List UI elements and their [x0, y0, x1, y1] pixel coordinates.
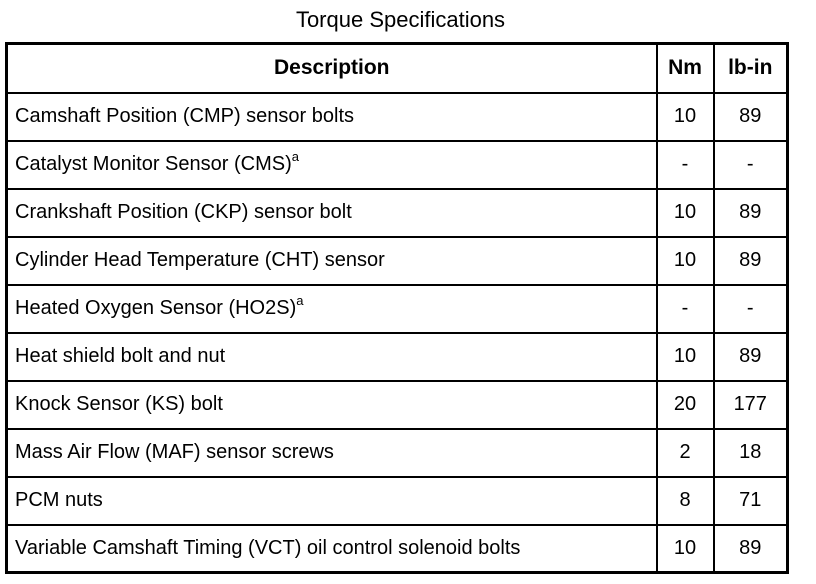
- description-text: PCM nuts: [15, 489, 103, 511]
- column-header-description: Description: [5, 42, 658, 94]
- footnote-marker: a: [296, 293, 304, 309]
- lb-in-value-cell: 71: [712, 475, 789, 526]
- nm-value-cell: -: [655, 139, 715, 190]
- nm-value-cell: 20: [655, 379, 715, 430]
- table-row: Mass Air Flow (MAF) sensor screws 2 18: [5, 427, 789, 478]
- nm-value-cell: -: [655, 283, 715, 334]
- table-row: Knock Sensor (KS) bolt 20 177: [5, 379, 789, 430]
- description-cell: Heated Oxygen Sensor (HO2S)a: [5, 283, 658, 334]
- footnote-marker: a: [291, 149, 299, 165]
- nm-value-cell: 10: [655, 187, 715, 238]
- nm-value-cell: 10: [655, 235, 715, 286]
- description-cell: Cylinder Head Temperature (CHT) sensor: [5, 235, 658, 286]
- description-text: Knock Sensor (KS) bolt: [15, 393, 223, 415]
- lb-in-value-cell: 89: [712, 187, 789, 238]
- nm-value-cell: 10: [655, 523, 715, 574]
- lb-in-value-cell: 18: [712, 427, 789, 478]
- description-text: Camshaft Position (CMP) sensor bolts: [15, 105, 355, 127]
- description-cell: Crankshaft Position (CKP) sensor bolt: [5, 187, 658, 238]
- lb-in-value-cell: 89: [712, 523, 789, 574]
- description-cell: Knock Sensor (KS) bolt: [5, 379, 658, 430]
- nm-value-cell: 2: [655, 427, 715, 478]
- description-cell: PCM nuts: [5, 475, 658, 526]
- table-row: Crankshaft Position (CKP) sensor bolt 10 8…: [5, 187, 789, 238]
- description-cell: Variable Camshaft Timing (VCT) oil contr…: [5, 523, 658, 574]
- description-text: Heated Oxygen Sensor (HO2S): [15, 297, 297, 319]
- table-header-row: Description Nm lb-in: [5, 42, 789, 94]
- description-cell: Heat shield bolt and nut: [5, 331, 658, 382]
- nm-value-cell: 10: [655, 91, 715, 142]
- description-text: Cylinder Head Temperature (CHT) sensor: [15, 249, 385, 271]
- torque-specifications-table: Description Nm lb-in Camshaft Position (…: [5, 42, 789, 574]
- description-text: Variable Camshaft Timing (VCT) oil contr…: [15, 536, 521, 559]
- description-cell: Mass Air Flow (MAF) sensor screws: [5, 427, 658, 478]
- table-row: Catalyst Monitor Sensor (CMS)a - -: [5, 139, 789, 190]
- column-header-lb-in: lb-in: [712, 42, 789, 94]
- description-cell: Camshaft Position (CMP) sensor bolts: [5, 91, 658, 142]
- page-title: Torque Specifications: [295, 7, 506, 32]
- description-text: Heat shield bolt and nut: [15, 345, 226, 367]
- lb-in-value-cell: 89: [712, 91, 789, 142]
- lb-in-value-cell: 89: [712, 235, 789, 286]
- nm-value-cell: 8: [655, 475, 715, 526]
- nm-value-cell: 10: [655, 331, 715, 382]
- description-text: Catalyst Monitor Sensor (CMS): [15, 153, 292, 175]
- table-row: Camshaft Position (CMP) sensor bolts 10 89: [5, 91, 789, 142]
- lb-in-value-cell: 89: [712, 331, 789, 382]
- table-row: Heated Oxygen Sensor (HO2S)a - -: [5, 283, 789, 334]
- lb-in-value-cell: -: [712, 283, 789, 334]
- table-row: PCM nuts 8 71: [5, 475, 789, 526]
- column-header-nm: Nm: [655, 42, 715, 94]
- table-row: Variable Camshaft Timing (VCT) oil contr…: [5, 523, 789, 574]
- description-text: Mass Air Flow (MAF) sensor screws: [15, 441, 334, 463]
- description-text: Crankshaft Position (CKP) sensor bolt: [15, 201, 352, 223]
- table-row: Heat shield bolt and nut 10 89: [5, 331, 789, 382]
- description-cell: Catalyst Monitor Sensor (CMS)a: [5, 139, 658, 190]
- lb-in-value-cell: 177: [712, 379, 789, 430]
- table-row: Cylinder Head Temperature (CHT) sensor 10…: [5, 235, 789, 286]
- lb-in-value-cell: -: [712, 139, 789, 190]
